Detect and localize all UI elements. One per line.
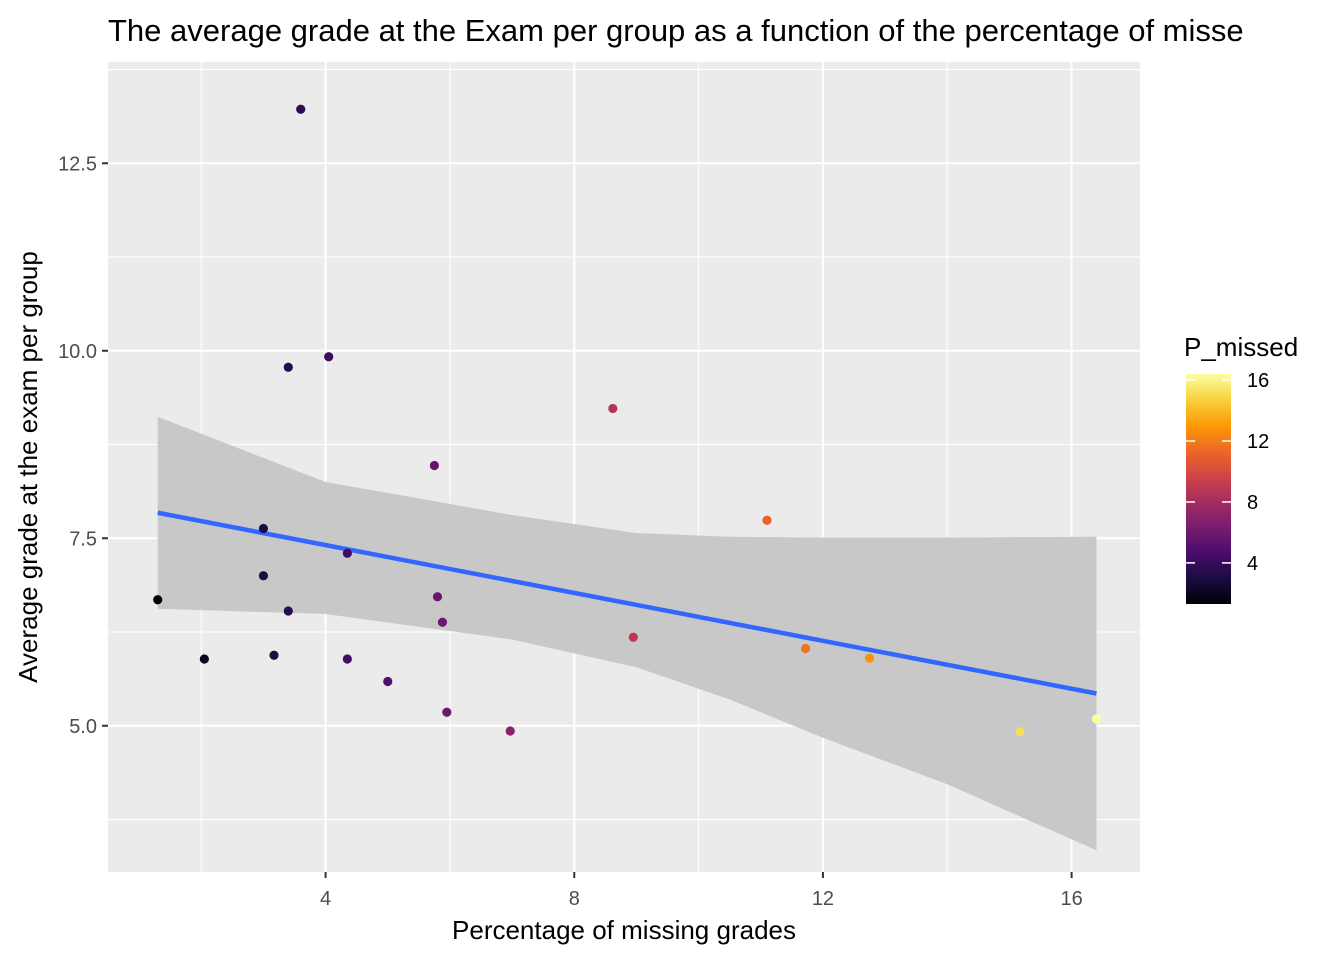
- trend-line: [157, 510, 1097, 696]
- data-point: [432, 592, 443, 602]
- y-tick-label: 5.0: [69, 716, 97, 738]
- data-point: [628, 632, 638, 642]
- legend-title: P_missed: [1184, 332, 1298, 362]
- data-point: [1015, 727, 1025, 737]
- color-bar: [1186, 374, 1231, 604]
- data-point: [324, 352, 334, 362]
- x-axis-title: Percentage of missing grades: [452, 915, 796, 945]
- y-tick-label: 12.5: [58, 153, 97, 175]
- legend-tick-label: 16: [1247, 370, 1269, 392]
- data-point: [283, 606, 293, 616]
- data-point: [296, 104, 306, 114]
- x-axis: 4 8 12 16: [320, 872, 1083, 910]
- data-point: [258, 571, 269, 581]
- data-point: [283, 362, 293, 372]
- legend-tick-label: 4: [1247, 553, 1258, 575]
- data-points: [153, 104, 1102, 737]
- data-point: [864, 653, 875, 663]
- data-point: [153, 595, 163, 605]
- x-tick-label: 16: [1060, 888, 1082, 910]
- y-axis-title: Average grade at the exam per group: [13, 251, 43, 683]
- x-tick-label: 4: [320, 888, 331, 910]
- confidence-band: [157, 416, 1097, 851]
- chart-title: The average grade at the Exam per group …: [108, 13, 1244, 48]
- data-point: [505, 726, 515, 736]
- legend-tick-label: 8: [1247, 492, 1258, 514]
- x-tick-label: 8: [569, 888, 580, 910]
- data-point: [800, 643, 811, 654]
- y-axis: 5.0 7.5 10.0 12.5: [58, 153, 108, 738]
- data-point: [442, 707, 452, 717]
- legend-tick-label: 12: [1247, 431, 1269, 453]
- color-legend: P_missed 4 8 12 16: [1184, 332, 1298, 604]
- data-point: [269, 650, 279, 660]
- data-point: [1091, 714, 1102, 724]
- data-point: [429, 460, 439, 471]
- legend-ticks: 4 8 12 16: [1186, 370, 1269, 575]
- y-tick-label: 10.0: [58, 341, 97, 363]
- y-tick-label: 7.5: [69, 528, 97, 550]
- data-point: [258, 523, 269, 534]
- x-tick-label: 12: [812, 888, 834, 910]
- data-point: [342, 654, 352, 664]
- data-point: [762, 515, 772, 525]
- data-point: [608, 403, 618, 414]
- data-point: [383, 676, 393, 687]
- data-point: [199, 654, 209, 664]
- data-point: [437, 617, 448, 627]
- data-point: [342, 548, 352, 558]
